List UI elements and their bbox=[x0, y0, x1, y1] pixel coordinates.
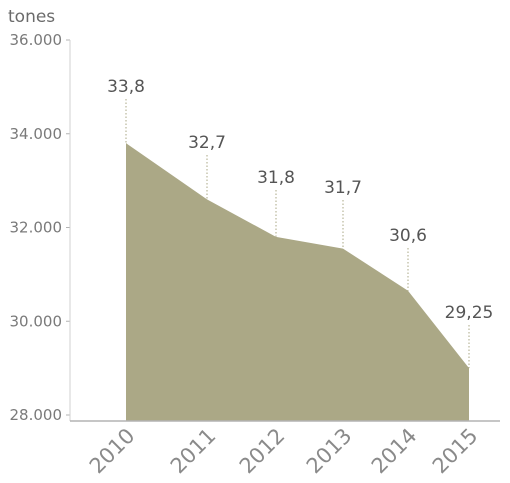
x-tick-label: 2011 bbox=[166, 424, 221, 479]
area-layer bbox=[126, 143, 469, 421]
data-labels: 33,8 32,7 31,8 31,7 30,6 29,25 bbox=[107, 77, 493, 323]
y-tick-label: 34.000 bbox=[10, 125, 63, 143]
leader-lines bbox=[125, 99, 470, 369]
y-tick-label: 30.000 bbox=[10, 312, 63, 330]
x-axis: 2010 2011 2012 2013 2014 2015 bbox=[85, 424, 483, 479]
data-label: 31,8 bbox=[257, 168, 295, 188]
area-series bbox=[126, 143, 469, 421]
x-tick-label: 2012 bbox=[235, 424, 290, 479]
y-tick-label: 32.000 bbox=[10, 219, 63, 237]
y-axis: 28.000 30.000 32.000 34.000 36.000 bbox=[10, 31, 70, 424]
axes bbox=[69, 40, 500, 422]
data-label: 29,25 bbox=[445, 303, 494, 323]
data-label: 33,8 bbox=[107, 77, 145, 97]
y-axis-unit-label: tones bbox=[8, 7, 55, 27]
x-tick-label: 2014 bbox=[367, 424, 422, 479]
x-tick-label: 2010 bbox=[85, 424, 140, 479]
data-label: 31,7 bbox=[324, 178, 362, 198]
y-tick-label: 36.000 bbox=[10, 31, 63, 49]
x-tick-label: 2015 bbox=[428, 424, 483, 479]
data-label: 30,6 bbox=[389, 226, 427, 246]
x-tick-label: 2013 bbox=[302, 424, 357, 479]
y-tick-label: 28.000 bbox=[10, 406, 63, 424]
data-label: 32,7 bbox=[188, 133, 226, 153]
